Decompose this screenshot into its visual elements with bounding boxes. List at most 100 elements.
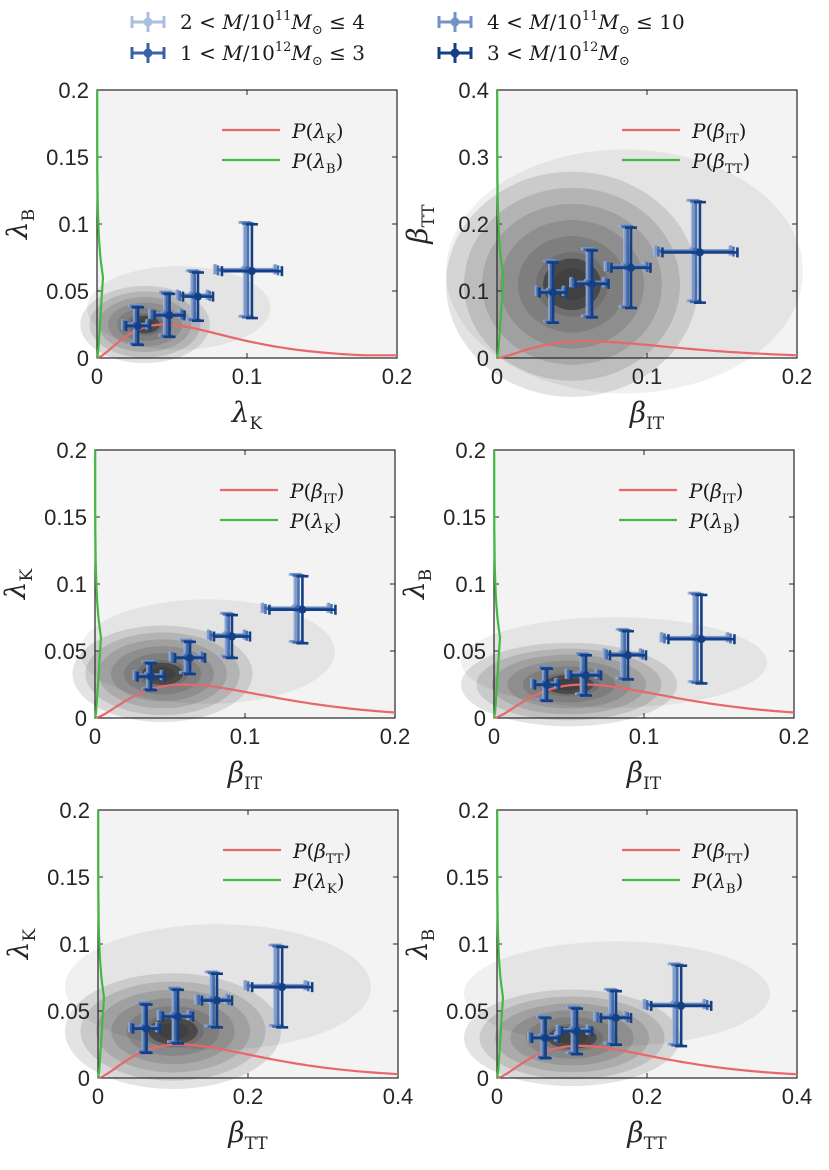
marginal-curve-y [492, 449, 502, 719]
data-point [560, 1007, 594, 1056]
data-point [173, 640, 207, 676]
x-tick-label: 0.4 [383, 1084, 414, 1109]
point-marker [573, 1027, 582, 1036]
density-floor [497, 810, 797, 1078]
x-tick-label: 0.1 [232, 364, 263, 389]
y-tick-label: 0.05 [47, 999, 90, 1024]
legend-entry-s4: 3 < M/1012M⊙ [437, 40, 630, 69]
data-point [533, 667, 561, 703]
x-tick-label: 0.2 [779, 724, 810, 749]
point-marker [697, 635, 706, 644]
marginal-curve-x [496, 340, 798, 360]
y-tick-label: 0.2 [458, 798, 489, 823]
y-tick-label: 0.1 [455, 572, 486, 597]
y-tick-label: 0.15 [44, 505, 87, 530]
y-tick-label: 0.15 [446, 865, 489, 890]
data-point [530, 1016, 561, 1060]
density-halo [86, 266, 271, 350]
series-legend: 2 < M/1011M⊙ ≤ 4 4 < M/1011M⊙ ≤ 10 1 < M/1… [130, 9, 685, 69]
legend-marker-dot [450, 48, 460, 58]
x-tick-label: 0 [488, 724, 500, 749]
data-point [649, 964, 713, 1048]
y-tick-label: 0.1 [56, 572, 87, 597]
y-tick-label: 0.05 [443, 639, 486, 664]
density-floor [98, 810, 398, 1078]
data-point [124, 306, 152, 347]
y-tick-label: 0.2 [455, 438, 486, 463]
y-tick-label: 0.15 [47, 865, 90, 890]
point-marker [298, 605, 307, 614]
x-axis-label: βTT [626, 1116, 667, 1154]
y-tick-label: 0 [477, 1066, 489, 1091]
data-point [599, 989, 633, 1047]
y-tick-label: 0.05 [446, 999, 489, 1024]
curve-legend-label: P(βIT) [289, 479, 344, 507]
y-tick-label: 0.2 [58, 78, 89, 103]
legend-label: 3 < M/1012M⊙ [487, 40, 630, 69]
x-tick-label: 0 [491, 1084, 503, 1109]
point-marker [582, 671, 591, 680]
y-tick-label: 0.3 [458, 145, 489, 170]
data-point [161, 988, 195, 1045]
y-tick-label: 0.1 [458, 279, 489, 304]
legend-label: 2 < M/1011M⊙ ≤ 4 [180, 9, 365, 38]
panel-p3: 0 0.1 0.2 0 0.05 0.1 0.15 0.2 βIT λK P(βIT)P(λK) [0, 438, 410, 794]
point-marker [142, 1024, 151, 1033]
curve-legend-label: P(βIT) [688, 479, 743, 507]
legend-entry-s1: 2 < M/1011M⊙ ≤ 4 [130, 9, 365, 38]
y-tick-label: 0.2 [458, 212, 489, 237]
point-marker [165, 311, 174, 320]
marginal-curve-x [496, 1044, 798, 1080]
marginal-curve-x [94, 683, 396, 720]
point-marker [588, 279, 597, 288]
y-tick-label: 0 [474, 706, 486, 731]
x-tick-label: 0 [92, 1084, 104, 1109]
legend-marker-dot [143, 48, 153, 58]
y-tick-label: 0 [78, 1066, 90, 1091]
x-axis-label: βIT [227, 756, 263, 794]
point-marker [626, 263, 635, 272]
legend-marker-dot [450, 17, 460, 27]
curve-legend-label: P(λK) [289, 509, 342, 537]
curve-legend-label: P(λK) [291, 119, 344, 147]
point-marker [193, 292, 202, 301]
x-tick-label: 0.2 [382, 364, 413, 389]
y-axis-label: λB [1, 209, 39, 240]
curve-legend-label: P(λK) [292, 869, 345, 897]
legend-entry-s3: 1 < M/1012M⊙ ≤ 3 [130, 40, 365, 69]
data-point [131, 1003, 162, 1055]
data-point [569, 653, 603, 697]
x-axis-label: βIT [629, 396, 665, 434]
y-tick-label: 0.2 [59, 798, 90, 823]
point-marker [212, 996, 221, 1005]
marginal-curve-y [93, 450, 103, 719]
point-marker [623, 651, 632, 660]
curve-legend-label: P(βTT) [292, 839, 351, 867]
curve-legend-label: P(λB) [291, 149, 343, 177]
data-point [610, 226, 652, 310]
density-map [446, 90, 803, 397]
data-point [181, 271, 215, 323]
marginal-curve-y [96, 810, 106, 1079]
panel-p1: 0 0.1 0.2 0 0.05 0.1 0.15 0.2 λK λB P(λK)P(λB) [1, 78, 412, 434]
point-marker [278, 983, 287, 992]
data-point [608, 629, 648, 681]
point-marker [549, 288, 558, 297]
y-axis-label: λB [398, 569, 436, 600]
y-axis-label: λK [0, 568, 37, 600]
point-marker [174, 1012, 183, 1021]
curve-legend-label: P(λB) [688, 509, 740, 537]
y-axis-label: λK [2, 928, 40, 960]
point-marker [611, 1013, 620, 1022]
x-tick-label: 0.2 [782, 364, 813, 389]
panel-p2: 0 0.1 0.2 0 0.1 0.2 0.3 0.4 βIT βTT P(βIT)P(βTT) [401, 78, 812, 434]
point-marker [147, 672, 156, 681]
density-map [461, 450, 794, 727]
data-point [153, 292, 186, 339]
data-point [136, 662, 166, 692]
legend-entry-s2: 4 < M/1011M⊙ ≤ 10 [437, 9, 685, 38]
curve-legend-label: P(βTT) [691, 149, 750, 177]
point-marker [677, 1001, 686, 1010]
y-tick-label: 0.1 [458, 932, 489, 957]
